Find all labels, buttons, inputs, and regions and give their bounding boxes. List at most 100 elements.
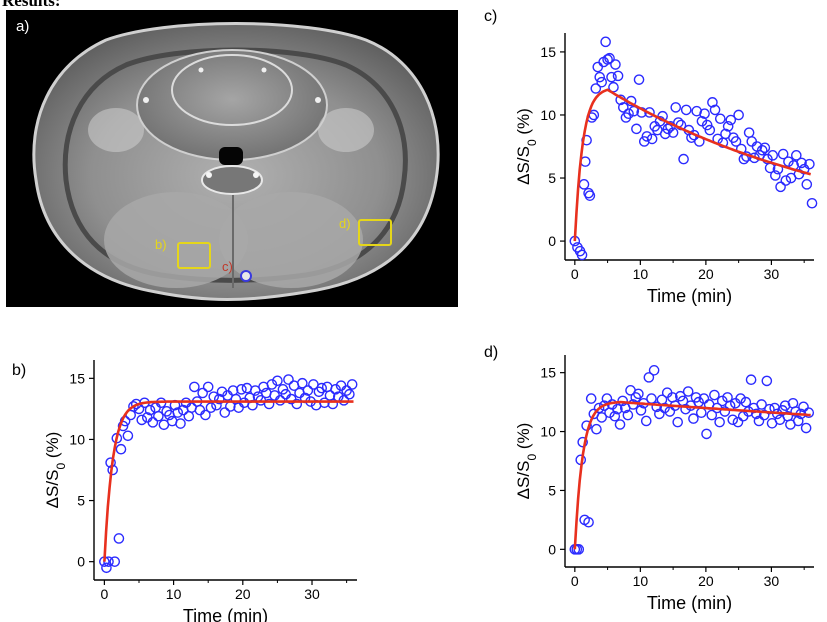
data-point-d — [577, 436, 588, 448]
data-point-b — [272, 375, 283, 387]
data-point-c — [767, 150, 779, 161]
data-point-c — [777, 148, 789, 160]
data-point-c — [759, 142, 771, 154]
data-point-d — [792, 415, 804, 427]
data-point-c — [783, 156, 794, 167]
data-point-c — [801, 179, 813, 190]
data-point-d — [688, 413, 699, 424]
data-point-c — [770, 170, 781, 181]
data-point-b — [128, 401, 139, 412]
data-point-d — [753, 415, 765, 427]
data-point-b — [291, 398, 303, 410]
data-point-c — [596, 76, 607, 88]
data-point-d — [583, 516, 594, 528]
data-point-c — [659, 128, 671, 140]
panel-label-c: c) — [484, 8, 498, 25]
mri-axial-slice — [6, 10, 458, 307]
data-point-d — [732, 416, 744, 428]
data-point-d — [695, 407, 707, 419]
data-point-d — [761, 375, 773, 387]
data-point-d — [573, 544, 585, 555]
data-point-d — [798, 401, 809, 413]
x-tick-label-c: 0 — [571, 266, 579, 282]
roi-c-label: c) — [222, 259, 233, 274]
data-point-d — [680, 403, 691, 415]
y-axis-label-d: ΔS/S0 (%) — [514, 423, 539, 500]
data-point-b — [263, 398, 275, 410]
data-point-d — [643, 372, 655, 383]
data-point-d — [719, 406, 731, 417]
data-point-b — [283, 374, 294, 385]
data-point-d — [758, 409, 770, 421]
data-point-c — [631, 123, 642, 135]
y-tick-label-b: 0 — [77, 554, 85, 570]
data-point-c — [699, 108, 710, 120]
data-point-b — [316, 382, 328, 394]
data-point-b — [153, 410, 164, 422]
data-point-d — [756, 399, 767, 410]
data-point-d — [709, 389, 720, 401]
results-heading: Results: — [2, 0, 61, 10]
data-point-c — [612, 70, 624, 82]
data-point-c — [667, 127, 679, 138]
data-point-c — [806, 197, 818, 209]
data-point-b — [172, 407, 184, 418]
data-point-b — [109, 556, 121, 567]
data-point-b — [216, 386, 228, 398]
x-axis-label-d: Time (min) — [647, 593, 732, 613]
data-point-d — [596, 412, 607, 423]
data-point-d — [764, 403, 775, 415]
data-point-d — [727, 414, 739, 426]
mri-image: a) b) d) c) — [6, 10, 458, 307]
roi-d-label: d) — [339, 216, 351, 231]
data-point-c — [641, 131, 653, 142]
data-point-c — [576, 249, 588, 261]
data-point-c — [714, 113, 726, 125]
y-tick-label-b: 10 — [69, 431, 85, 447]
data-point-c — [791, 150, 802, 161]
data-point-b — [346, 379, 358, 390]
data-point-d — [716, 395, 728, 407]
y-tick-label-d: 15 — [540, 365, 556, 381]
data-point-b — [136, 414, 148, 426]
data-point-b — [197, 387, 208, 399]
data-point-c — [775, 181, 786, 193]
data-point-b — [297, 377, 308, 389]
data-point-b — [266, 379, 278, 390]
data-point-d — [714, 416, 725, 428]
panel-label-a: a) — [16, 18, 30, 35]
data-point-c — [646, 133, 658, 145]
data-point-c — [662, 123, 674, 135]
data-point-d — [593, 402, 605, 414]
x-tick-label-b: 30 — [304, 586, 320, 602]
data-point-c — [594, 71, 606, 83]
data-point-c — [680, 104, 692, 116]
data-point-d — [659, 402, 670, 414]
data-point-d — [635, 405, 647, 416]
data-point-c — [602, 54, 613, 65]
data-point-c — [701, 119, 713, 131]
y-tick-label-d: 0 — [548, 541, 556, 557]
data-point-c — [618, 102, 629, 113]
data-point-d — [803, 407, 815, 419]
roi-b-box — [177, 242, 211, 269]
panel-label-b: b) — [12, 362, 27, 379]
data-point-b — [189, 381, 200, 393]
data-point-d — [617, 395, 628, 407]
data-point-c — [704, 124, 716, 136]
data-point-b — [219, 407, 231, 418]
x-tick-label-c: 30 — [764, 266, 780, 282]
data-point-c — [733, 109, 744, 121]
data-point-d — [745, 374, 757, 386]
x-tick-label-d: 0 — [571, 573, 579, 589]
y-tick-label-c: 5 — [548, 170, 556, 186]
data-point-c — [623, 108, 634, 120]
data-point-d — [735, 393, 746, 404]
y-tick-label-d: 10 — [540, 424, 556, 440]
data-point-b — [101, 562, 112, 574]
data-point-c — [606, 71, 617, 83]
data-point-d — [800, 422, 812, 434]
data-point-d — [751, 408, 762, 420]
data-point-d — [614, 419, 626, 430]
